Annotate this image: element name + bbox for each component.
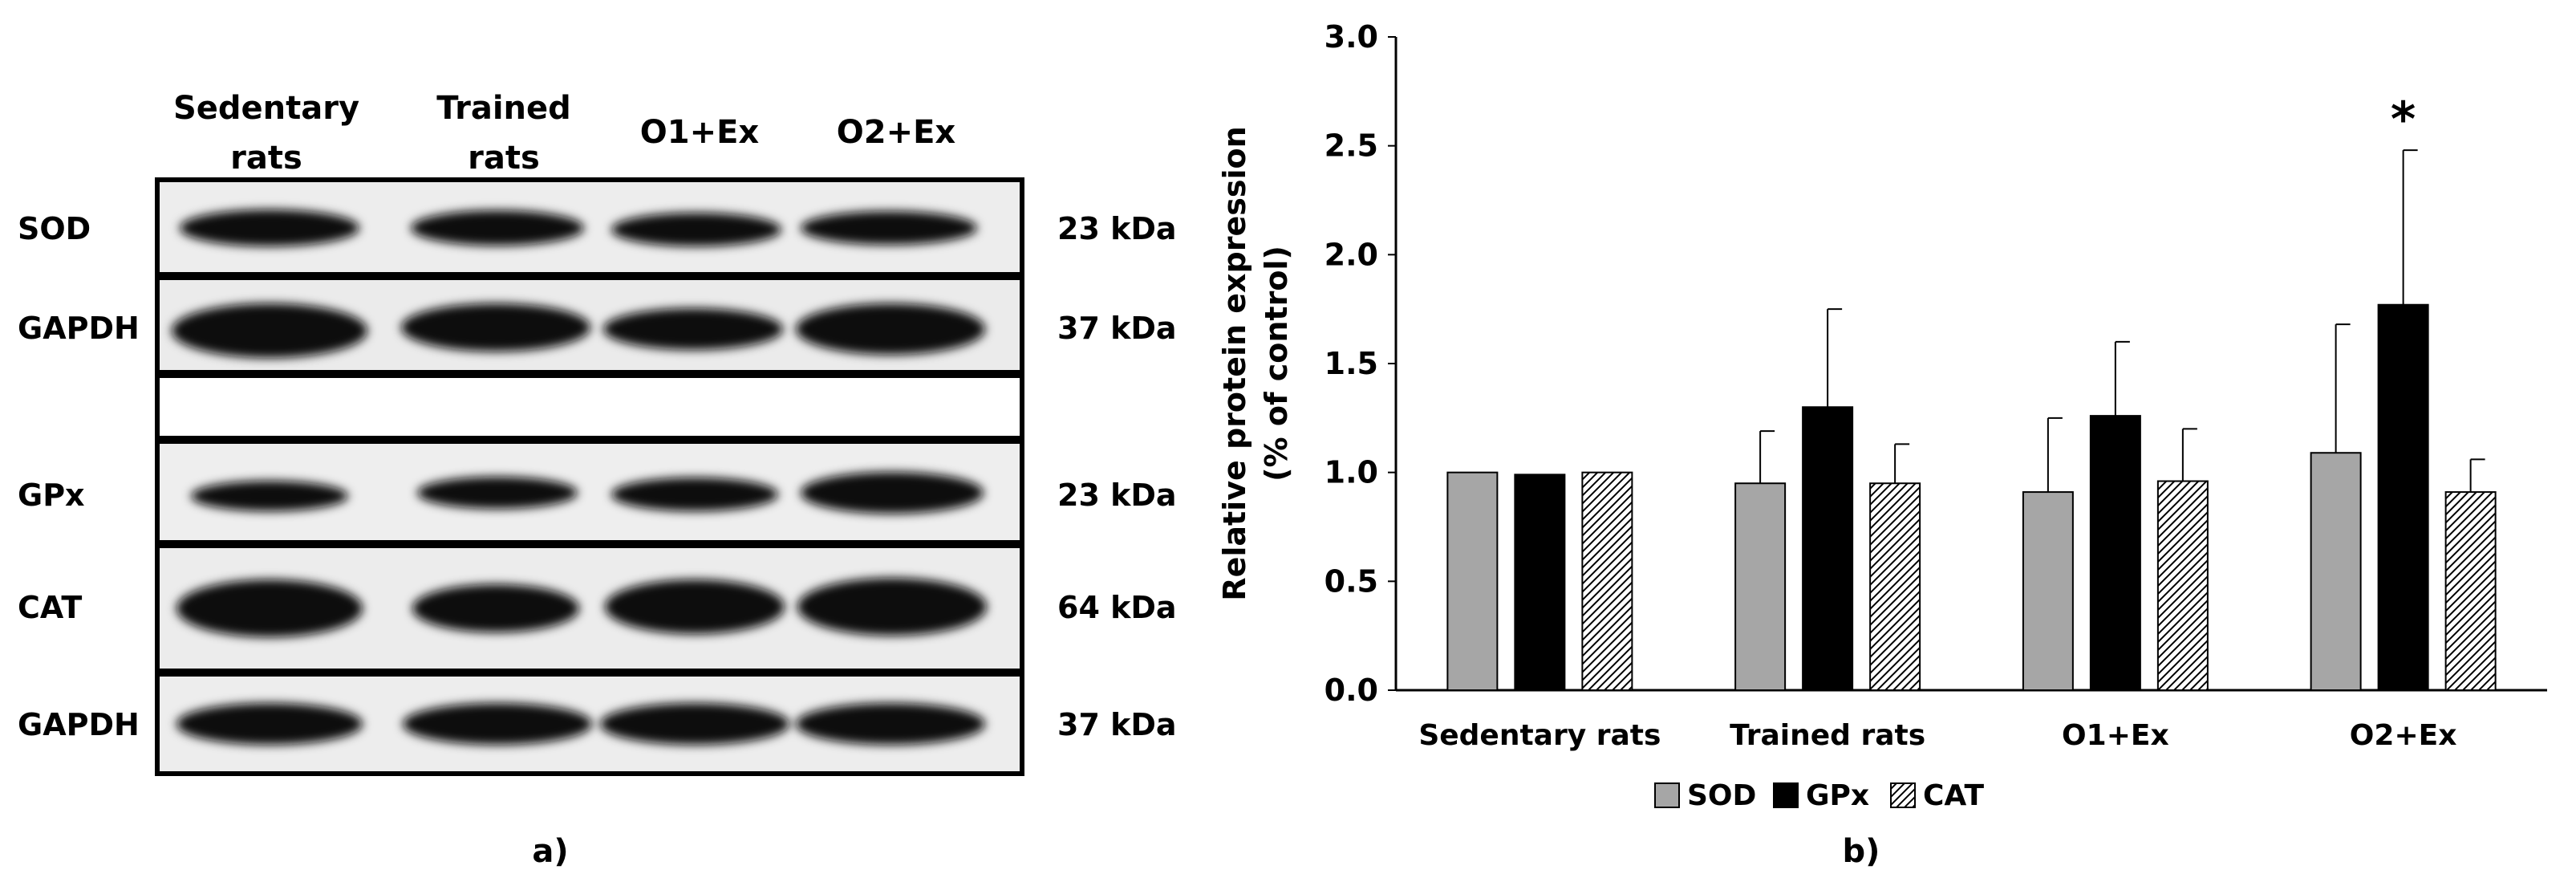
y-tick-label: 3.0 [1325,19,1378,55]
blot-kda-gpx: 23 kDa [1057,478,1177,513]
y-tick-label: 2.0 [1325,237,1378,272]
y-axis-label-line2: (% of control) [1259,246,1294,482]
panel-b-label: b) [1843,833,1880,870]
bar-gpx-1 [1802,406,1854,691]
chart-y-ticks: 0.0 0.5 1.0 1.5 2.0 2.5 3.0 [1325,19,1396,708]
y-tick-label: 1.5 [1325,346,1378,381]
chart-legend: SOD GPx CAT [1654,779,1984,812]
blot-label-gapdh-1: GAPDH [18,311,140,346]
bar-sod-1 [1734,482,1787,691]
blot-row-gapdh-1: GAPDH 37 kDa [18,275,1177,375]
chart-bars [1446,303,2497,692]
bar-sod-2 [2022,491,2074,691]
y-tick-label: 0.0 [1325,673,1378,708]
col-header-trained-l2: rats [468,140,540,177]
blot-row-gpx: GPx 23 kDa [18,439,1177,545]
chart-annotations: * [2391,91,2416,148]
blot-kda-gapdh-2: 37 kDa [1057,707,1177,742]
col-header-o1ex: O1+Ex [640,114,760,151]
bar-sod-0 [1446,471,1499,692]
legend-swatch-gpx [1773,782,1799,808]
legend-swatch-sod [1654,782,1680,808]
blot-row-sod: SOD 23 kDa [18,177,1177,277]
col-header-trained-l1: Trained [436,90,571,127]
y-tick-label: 0.5 [1325,563,1378,599]
x-category-label: Trained rats [1730,719,1925,752]
chart-axes [1394,37,2547,692]
col-header-sedentary-l1: Sedentary [173,90,359,127]
bar-gpx-3 [2377,303,2429,691]
blot-label-gapdh-2: GAPDH [18,707,140,742]
blot-kda-cat: 64 kDa [1057,590,1177,625]
x-category-label: O2+Ex [2350,719,2457,752]
bar-cat-3 [2444,491,2497,691]
col-header-sedentary-l2: rats [230,140,302,177]
blot-row-spacer [155,373,1024,441]
blot-row-cat: CAT 64 kDa [18,543,1177,673]
bar-cat-0 [1581,471,1633,692]
blot-label-cat: CAT [18,590,82,625]
blot-label-gpx: GPx [18,478,85,513]
y-axis-label-line1: Relative protein expression [1217,126,1252,600]
legend-label-cat: CAT [1923,779,1984,812]
blot-kda-sod: 23 kDa [1057,211,1177,246]
chart-category-labels: Sedentary rats Trained rats O1+Ex O2+Ex [1418,719,2456,752]
bar-cat-2 [2156,480,2209,692]
bar-gpx-0 [1514,474,1566,691]
bar-gpx-2 [2089,415,2141,691]
bar-chart-panel: 0.0 0.5 1.0 1.5 2.0 2.5 3.0 Sedentary rats Trai… [1217,19,2547,870]
legend-label-gpx: GPx [1806,779,1869,812]
col-header-o2ex: O2+Ex [837,114,956,151]
legend-swatch-cat [1890,782,1916,808]
x-category-label: O1+Ex [2062,719,2169,752]
bar-cat-1 [1869,482,1921,691]
bar-sod-3 [2310,452,2362,691]
western-blot-panel: Sedentary rats Trained rats O1+Ex O2+Ex … [18,90,1177,870]
legend-label-sod: SOD [1687,779,1756,812]
y-tick-label: 2.5 [1325,128,1378,164]
panel-a-label: a) [532,833,568,870]
blot-row-gapdh-2: GAPDH 37 kDa [18,672,1177,776]
chart-error-bars [1759,149,2485,493]
y-tick-label: 1.0 [1325,455,1378,490]
blot-label-sod: SOD [18,211,91,246]
significance-star: * [2391,91,2416,148]
blot-kda-gapdh-1: 37 kDa [1057,311,1177,346]
x-category-label: Sedentary rats [1418,719,1661,752]
